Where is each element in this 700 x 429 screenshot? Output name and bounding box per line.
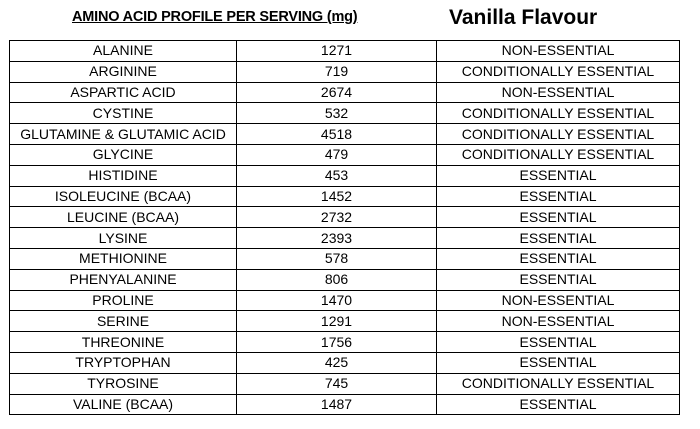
amount-cell: 745	[236, 372, 437, 395]
amino-acid-name-cell: GLUTAMINE & GLUTAMIC ACID	[9, 123, 237, 145]
flavour-label: Vanilla Flavour	[449, 6, 598, 29]
amino-acid-name-cell: ISOLEUCINE (BCAA)	[9, 185, 237, 208]
amino-acid-table-body: ALANINE 1271 NON-ESSENTIAL ARGININE 719 CONDI…	[9, 40, 680, 416]
amount-cell: 2674	[236, 81, 437, 104]
amount-cell: 1487	[236, 393, 437, 416]
classification-cell: CONDITIONALLY ESSENTIAL	[436, 372, 680, 395]
table-row: PROLINE 1470 NON-ESSENTIAL	[9, 289, 680, 312]
classification-cell: ESSENTIAL	[436, 268, 680, 291]
classification-cell: ESSENTIAL	[436, 351, 680, 374]
document-header: AMINO ACID PROFILE PER SERVING (mg) Vani…	[0, 0, 700, 40]
classification-cell: CONDITIONALLY ESSENTIAL	[436, 60, 680, 83]
table-row: SERINE 1291 NON-ESSENTIAL	[9, 310, 680, 333]
table-row: CYSTINE 532 CONDITIONALLY ESSENTIAL	[9, 102, 680, 125]
classification-cell: ESSENTIAL	[436, 393, 680, 416]
amino-acid-name-cell: PHENYALANINE	[9, 268, 237, 291]
table-row: ARGININE 719 CONDITIONALLY ESSENTIAL	[9, 60, 680, 83]
amount-cell: 1452	[236, 185, 437, 208]
amount-cell: 4518	[236, 123, 437, 145]
classification-cell: NON-ESSENTIAL	[436, 40, 680, 62]
amount-cell: 806	[236, 268, 437, 291]
amino-acid-name-cell: PROLINE	[9, 289, 237, 312]
table-row: GLYCINE 479 CONDITIONALLY ESSENTIAL	[9, 143, 680, 166]
classification-cell: ESSENTIAL	[436, 164, 680, 187]
amino-acid-name-cell: GLYCINE	[9, 143, 237, 166]
amino-acid-name-cell: SERINE	[9, 310, 237, 333]
classification-cell: CONDITIONALLY ESSENTIAL	[436, 143, 680, 166]
table-row: GLUTAMINE & GLUTAMIC ACID 4518 CONDITIONAL…	[9, 123, 680, 145]
amino-acid-name-cell: LYSINE	[9, 227, 237, 249]
table-row: ISOLEUCINE (BCAA) 1452 ESSENTIAL	[9, 185, 680, 208]
amount-cell: 2732	[236, 206, 437, 229]
amino-acid-name-cell: THREONINE	[9, 331, 237, 353]
table-row: TRYPTOPHAN 425 ESSENTIAL	[9, 351, 680, 374]
amino-acid-name-cell: TYROSINE	[9, 372, 237, 395]
classification-cell: CONDITIONALLY ESSENTIAL	[436, 123, 680, 145]
table-row: TYROSINE 745 CONDITIONALLY ESSENTIAL	[9, 372, 680, 395]
amount-cell: 1291	[236, 310, 437, 333]
amino-acid-name-cell: CYSTINE	[9, 102, 237, 125]
table-row: LYSINE 2393 ESSENTIAL	[9, 227, 680, 249]
amount-cell: 1470	[236, 289, 437, 312]
amino-acid-name-cell: ASPARTIC ACID	[9, 81, 237, 104]
table-row: METHIONINE 578 ESSENTIAL	[9, 247, 680, 270]
amount-cell: 479	[236, 143, 437, 166]
table-row: PHENYALANINE 806 ESSENTIAL	[9, 268, 680, 291]
amount-cell: 719	[236, 60, 437, 83]
amount-cell: 1756	[236, 331, 437, 353]
classification-cell: ESSENTIAL	[436, 247, 680, 270]
classification-cell: ESSENTIAL	[436, 185, 680, 208]
classification-cell: ESSENTIAL	[436, 206, 680, 229]
amount-cell: 1271	[236, 40, 437, 62]
classification-cell: ESSENTIAL	[436, 331, 680, 353]
table-title: AMINO ACID PROFILE PER SERVING (mg)	[72, 9, 358, 25]
amino-acid-name-cell: HISTIDINE	[9, 164, 237, 187]
amino-acid-name-cell: ALANINE	[9, 40, 237, 62]
amino-acid-name-cell: ARGININE	[9, 60, 237, 83]
amino-acid-name-cell: TRYPTOPHAN	[9, 351, 237, 374]
table-row: HISTIDINE 453 ESSENTIAL	[9, 164, 680, 187]
classification-cell: NON-ESSENTIAL	[436, 81, 680, 104]
classification-cell: NON-ESSENTIAL	[436, 289, 680, 312]
amino-acid-name-cell: VALINE (BCAA)	[9, 393, 237, 416]
amount-cell: 578	[236, 247, 437, 270]
classification-cell: ESSENTIAL	[436, 227, 680, 249]
classification-cell: NON-ESSENTIAL	[436, 310, 680, 333]
table-row: VALINE (BCAA) 1487 ESSENTIAL	[9, 393, 680, 416]
table-row: THREONINE 1756 ESSENTIAL	[9, 331, 680, 353]
amino-acid-table: ALANINE 1271 NON-ESSENTIAL ARGININE 719 CONDI…	[9, 40, 680, 416]
amount-cell: 532	[236, 102, 437, 125]
table-row: LEUCINE (BCAA) 2732 ESSENTIAL	[9, 206, 680, 229]
amount-cell: 2393	[236, 227, 437, 249]
amount-cell: 425	[236, 351, 437, 374]
amino-acid-name-cell: LEUCINE (BCAA)	[9, 206, 237, 229]
table-row: ALANINE 1271 NON-ESSENTIAL	[9, 40, 680, 62]
table-row: ASPARTIC ACID 2674 NON-ESSENTIAL	[9, 81, 680, 104]
classification-cell: CONDITIONALLY ESSENTIAL	[436, 102, 680, 125]
amount-cell: 453	[236, 164, 437, 187]
amino-acid-name-cell: METHIONINE	[9, 247, 237, 270]
